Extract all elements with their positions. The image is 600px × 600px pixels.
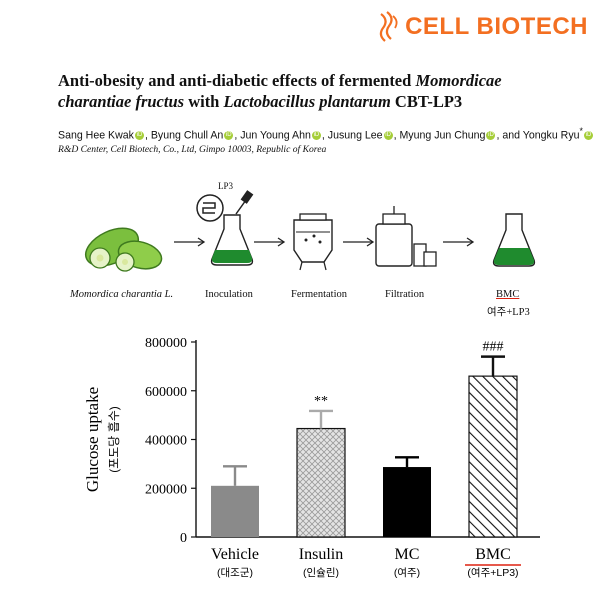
affiliation: R&D Center, Cell Biotech, Co., Ltd, Gimp…: [58, 144, 327, 155]
category-label: Vehicle: [211, 546, 259, 563]
flask-icon: [210, 214, 254, 266]
bacteria-culture-icon: [196, 194, 224, 222]
author-name: Yongku Ryu: [522, 129, 580, 142]
author-name: Jusung Lee: [327, 129, 383, 142]
title-italic: Lactobacillus plantarum: [223, 92, 391, 111]
orcid-icon[interactable]: iD: [134, 131, 144, 141]
significance-label: ###: [483, 340, 504, 355]
bar: [296, 427, 346, 538]
bitter-melon-icon: [84, 227, 163, 272]
category-label-sub: (대조군): [217, 567, 253, 579]
author-name: Byung Chull An: [150, 129, 224, 142]
corresponding-mark: *: [579, 126, 583, 136]
y-tick-label: 200000: [145, 482, 187, 497]
y-axis-label: Glucose uptake: [83, 387, 102, 492]
author-name: Myung Jun Chung: [399, 129, 486, 142]
step-label-inoculation: Inoculation: [205, 289, 253, 300]
title-italic: Momordicae charantiae fructus: [58, 71, 502, 111]
author-name: Jun Young Ahn: [240, 129, 311, 142]
paper-title: Anti-obesity and anti-diabetic effects o…: [58, 70, 578, 112]
y-tick-label: 0: [180, 531, 187, 546]
author-name: Sang Hee Kwak: [58, 129, 134, 142]
category-label-sub: (여주+LP3): [467, 567, 518, 579]
orcid-icon[interactable]: iD: [224, 131, 234, 141]
title-part: CBT-LP3: [390, 92, 463, 111]
step-label-filtration: Filtration: [385, 289, 425, 300]
y-axis-label-sub: (포도당 흡수): [107, 406, 121, 473]
author-list: Sang Hee Kwak iD, Byung Chull An iD, Jun Y…: [58, 126, 593, 142]
category-label-sub: (여주): [394, 567, 420, 579]
company-logo: CELL BIOTECH: [375, 10, 588, 44]
category-label: MC: [395, 546, 420, 563]
bar: [383, 467, 431, 537]
category-label-sub: (인슐린): [303, 567, 339, 579]
process-flow-diagram: [84, 190, 536, 272]
logo-emblem-icon: [379, 11, 398, 42]
step-label-bmc-sub: 여주+LP3: [487, 307, 530, 318]
title-part: with: [184, 92, 224, 111]
y-tick-label: 800000: [145, 336, 187, 351]
fermenter-icon: [293, 213, 333, 271]
title-part: Anti-obesity and anti-diabetic effects o…: [58, 71, 416, 90]
y-tick-label: 600000: [145, 385, 187, 400]
bar: [468, 375, 518, 538]
orcid-icon[interactable]: iD: [486, 131, 496, 141]
step-label-momordica: Momordica charantia L.: [70, 289, 174, 300]
significance-label: **: [314, 394, 328, 409]
bmc-flask-icon: [492, 213, 536, 267]
y-tick-label: 400000: [145, 434, 187, 449]
orcid-icon[interactable]: iD: [583, 131, 593, 141]
glucose-uptake-bar-chart: 0 200000 400000 600000 800000 Glucose uptake (…: [83, 336, 540, 579]
bar: [211, 485, 259, 537]
step-label-bmc: BMC: [496, 289, 520, 300]
step-label-fermentation: Fermentation: [291, 289, 347, 300]
dropper-icon: [235, 190, 254, 215]
category-label: BMC: [475, 546, 511, 563]
orcid-icon[interactable]: iD: [311, 131, 321, 141]
category-label: Insulin: [299, 546, 343, 563]
arrow-icon: [174, 237, 475, 247]
lp3-label: LP3: [218, 181, 234, 191]
orcid-icon[interactable]: iD: [383, 131, 393, 141]
filtration-icon: [375, 206, 437, 267]
logo-text: CELL BIOTECH: [405, 13, 588, 40]
